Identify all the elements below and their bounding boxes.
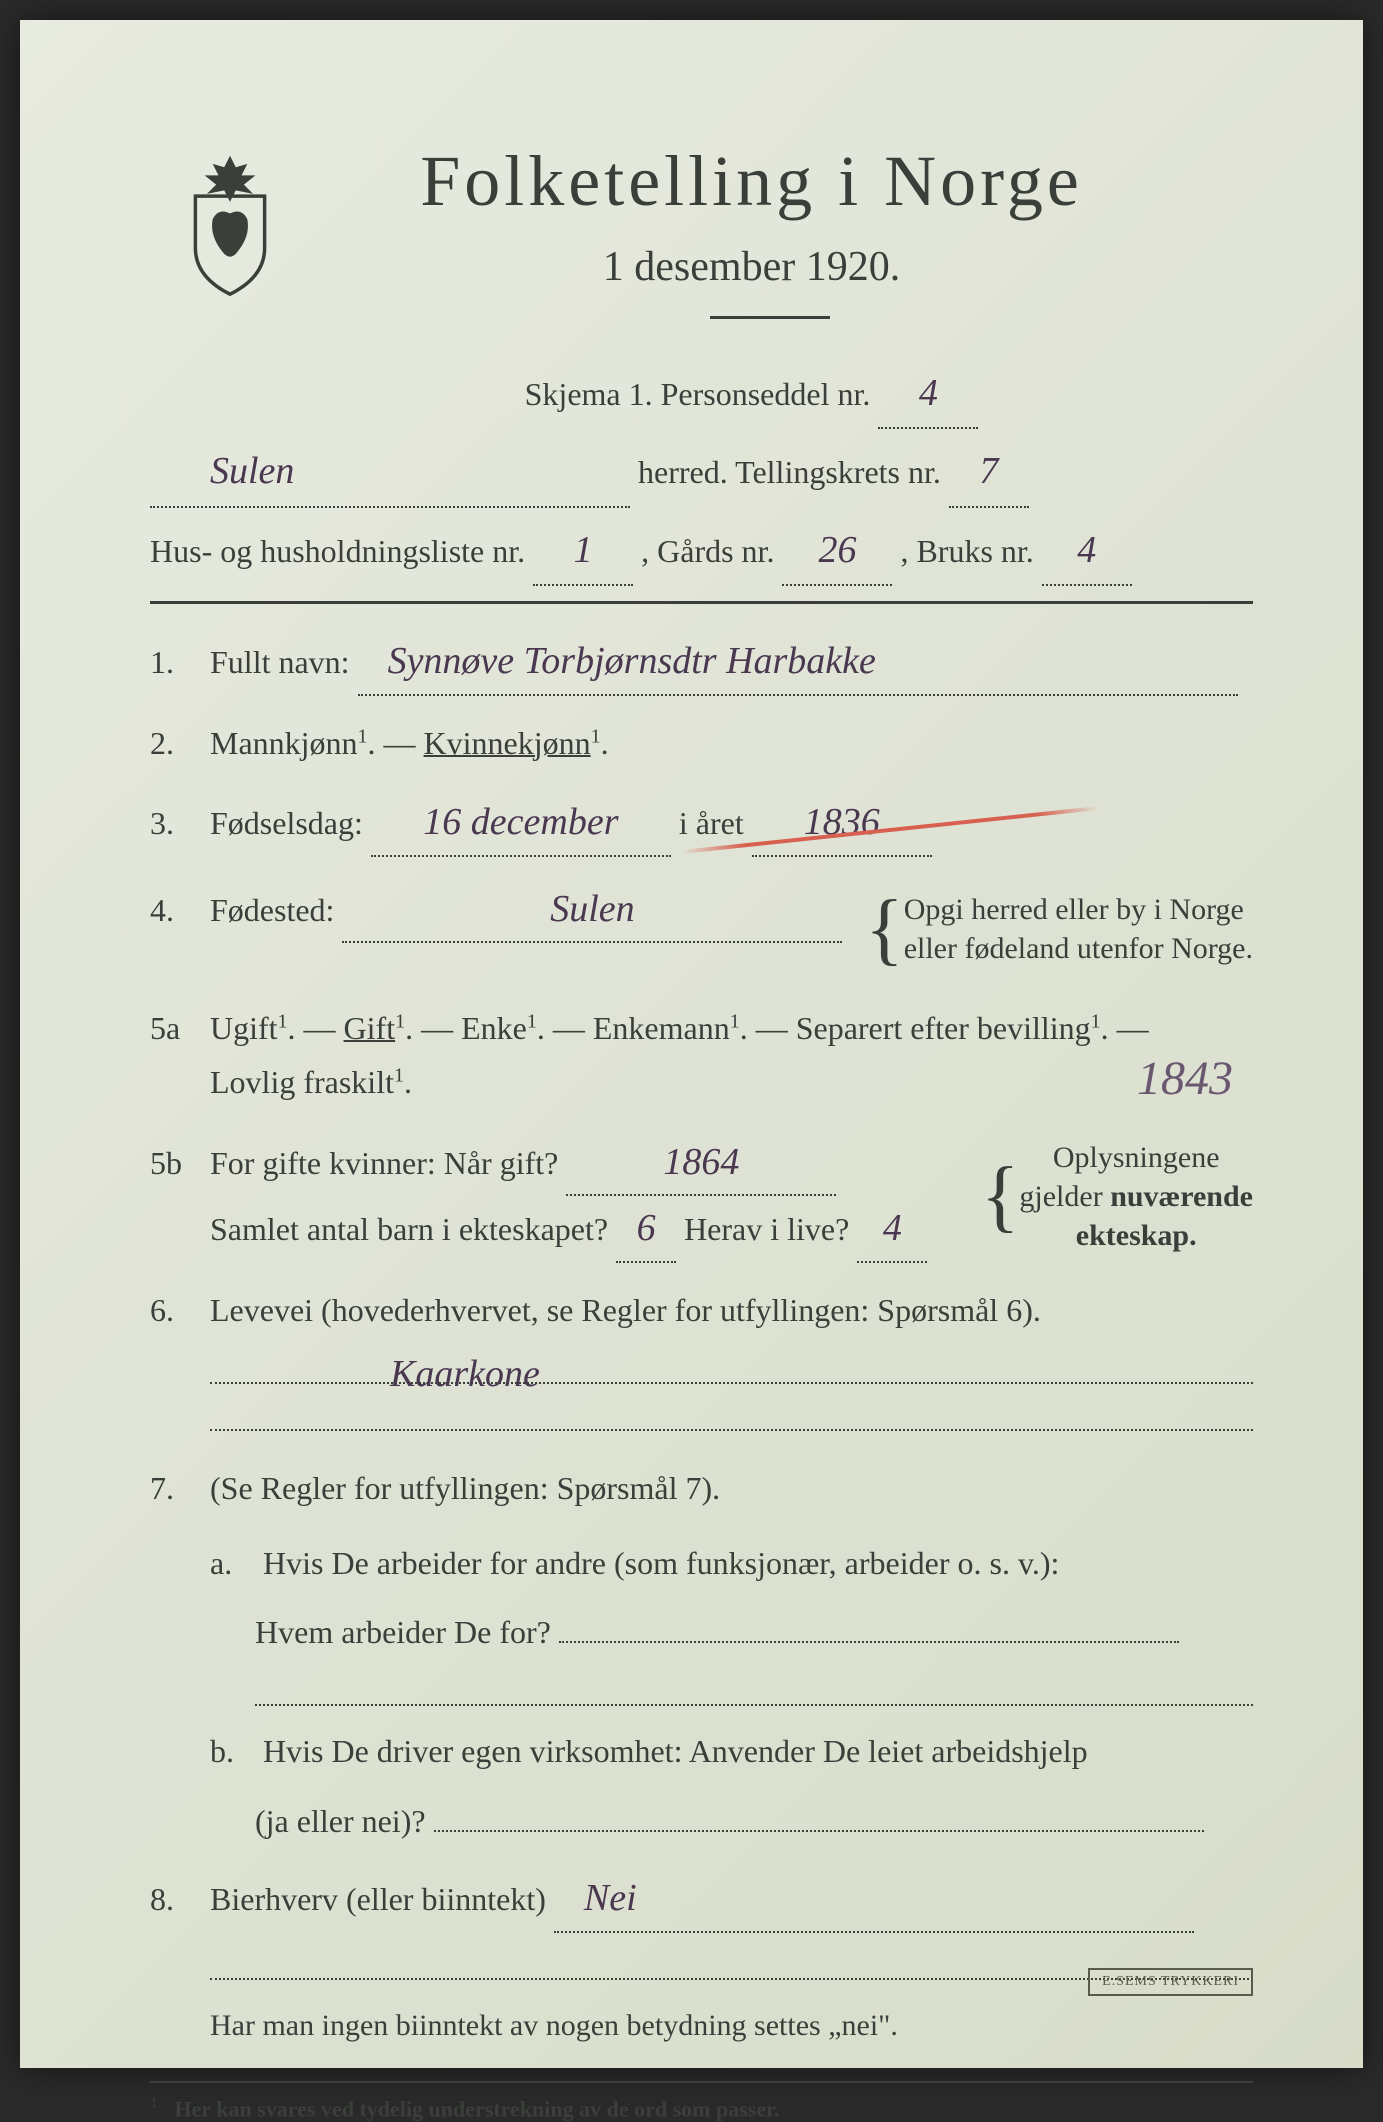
q7-label: (Se Regler for utfyllingen: Spørsmål 7). [210, 1470, 720, 1506]
q5b-value-c: 4 [857, 1196, 927, 1263]
footnote: 1 Her kan svares ved tydelig understrekn… [150, 2081, 1253, 2122]
q1-value: Synnøve Torbjørnsdtr Harbakke [358, 629, 1238, 696]
q1-num: 1. [150, 644, 210, 681]
question-2: 2. Mannkjønn1. — Kvinnekjønn1. [150, 716, 1253, 770]
census-form-page: Folketelling i Norge 1 desember 1920. Sk… [20, 20, 1363, 2068]
footnote-marker: 1 [150, 2095, 158, 2112]
herred-value: Sulen [150, 437, 630, 507]
q5a-separert: Separert efter bevilling [796, 1010, 1091, 1046]
q2-female: Kvinnekjønn [424, 725, 591, 761]
q5a-enkemann: Enkemann [593, 1010, 730, 1046]
question-7: 7. (Se Regler for utfyllingen: Spørsmål … [150, 1461, 1253, 1515]
question-3: 3. Fødselsdag: 16 december i året 1836 [150, 790, 1253, 857]
gards-label: , Gårds nr. [641, 533, 774, 569]
q5b-value-b: 6 [616, 1196, 676, 1263]
q3-num: 3. [150, 805, 210, 842]
q4-value: Sulen [342, 877, 842, 944]
hus-nr: 1 [533, 516, 633, 586]
q5b-side-a: Oplysningene [1019, 1138, 1253, 1177]
bruks-label: , Bruks nr. [900, 533, 1033, 569]
q5a-ugift: Ugift [210, 1010, 278, 1046]
skjema-line: Skjema 1. Personseddel nr. 4 [250, 359, 1253, 429]
question-6: 6. Levevei (hovederhvervet, se Regler fo… [150, 1283, 1253, 1431]
bruks-nr: 4 [1042, 516, 1132, 586]
q5b-label-c: Herav i live? [684, 1211, 849, 1247]
question-7b: b. Hvis De driver egen virksomhet: Anven… [210, 1724, 1253, 1848]
q6-label: Levevei (hovederhvervet, se Regler for u… [210, 1292, 1041, 1328]
herred-line: Sulen herred. Tellingskrets nr. 7 [150, 437, 1253, 507]
q3-year: 1836 [752, 790, 932, 857]
footnote-text: Her kan svares ved tydelig understreknin… [175, 2096, 780, 2121]
brace-icon-2: { [981, 1144, 1019, 1248]
q1-label: Fullt navn: [210, 644, 350, 680]
q6-num: 6. [150, 1292, 210, 1329]
question-5b: 5b For gifte kvinner: Når gift? 1864 Sam… [150, 1130, 1253, 1263]
herred-label: herred. Tellingskrets nr. [638, 454, 941, 490]
q5b-num: 5b [150, 1145, 210, 1182]
q3-day: 16 december [371, 790, 671, 857]
gards-nr: 26 [782, 516, 892, 586]
q5b-label-a: For gifte kvinner: Når gift? [210, 1145, 558, 1181]
section-divider-1 [150, 601, 1253, 604]
coat-of-arms-icon [170, 150, 290, 305]
hus-line: Hus- og husholdningsliste nr. 1 , Gårds … [150, 516, 1253, 586]
header-divider [710, 316, 830, 319]
form-header: Folketelling i Norge 1 desember 1920. [150, 140, 1253, 319]
q4-label: Fødested: [210, 892, 334, 928]
q5a-lovlig: Lovlig fraskilt [210, 1064, 394, 1100]
question-5a: 5a Ugift1. — Gift1. — Enke1. — Enkemann1… [150, 1001, 1253, 1110]
personseddel-nr: 4 [878, 359, 978, 429]
q7b-text2: (ja eller nei)? [255, 1803, 426, 1839]
q7a-label: a. [210, 1536, 255, 1590]
tellingskrets-nr: 7 [949, 437, 1029, 507]
q5b-value-a: 1864 [566, 1130, 836, 1197]
q5b-side-b-bold: nuværende [1110, 1180, 1253, 1213]
skjema-label: Skjema 1. Personseddel nr. [525, 376, 871, 412]
q5a-num: 5a [150, 1010, 210, 1047]
q5a-enke: Enke [461, 1010, 527, 1046]
q8-note: Har man ingen biinntekt av nogen betydni… [210, 2000, 1253, 2051]
q5b-side-c: ekteskap. [1076, 1219, 1197, 1252]
question-1: 1. Fullt navn: Synnøve Torbjørnsdtr Harb… [150, 629, 1253, 696]
q7a-text1: Hvis De arbeider for andre (som funksjon… [263, 1545, 1059, 1581]
q2-num: 2. [150, 725, 210, 762]
q3-year-label: i året [679, 805, 744, 841]
margin-year-note: 1843 [1137, 1051, 1233, 1106]
q4-side-a: Opgi herred eller by i Norge [904, 890, 1253, 929]
q5b-label-b: Samlet antal barn i ekteskapet? [210, 1211, 608, 1247]
hus-label: Hus- og husholdningsliste nr. [150, 533, 525, 569]
q4-num: 4. [150, 892, 210, 929]
printer-stamp: E.SEMS TRYKKERI [1088, 1968, 1253, 1996]
brace-icon: { [865, 877, 903, 981]
question-7a: a. Hvis De arbeider for andre (som funks… [210, 1536, 1253, 1707]
q5a-gift: Gift [344, 1010, 396, 1046]
subtitle-date: 1 desember 1920. [250, 243, 1253, 291]
q4-side-b: eller fødeland utenfor Norge. [904, 929, 1253, 968]
question-8: 8. Bierhverv (eller biinntekt) Nei Har m… [150, 1866, 1253, 2051]
q7a-text2: Hvem arbeider De for? [255, 1614, 551, 1650]
q2-male: Mannkjønn [210, 725, 358, 761]
q7b-label: b. [210, 1724, 255, 1778]
q8-value: Nei [554, 1866, 1194, 1933]
question-4: 4. Fødested: Sulen { Opgi herred eller b… [150, 877, 1253, 981]
main-title: Folketelling i Norge [250, 140, 1253, 223]
q7-num: 7. [150, 1470, 210, 1507]
q3-label: Fødselsdag: [210, 805, 363, 841]
q8-label: Bierhverv (eller biinntekt) [210, 1881, 546, 1917]
q6-value: Kaarkone [390, 1342, 540, 1407]
q8-num: 8. [150, 1881, 210, 1918]
q7b-text1: Hvis De driver egen virksomhet: Anvender… [263, 1733, 1088, 1769]
